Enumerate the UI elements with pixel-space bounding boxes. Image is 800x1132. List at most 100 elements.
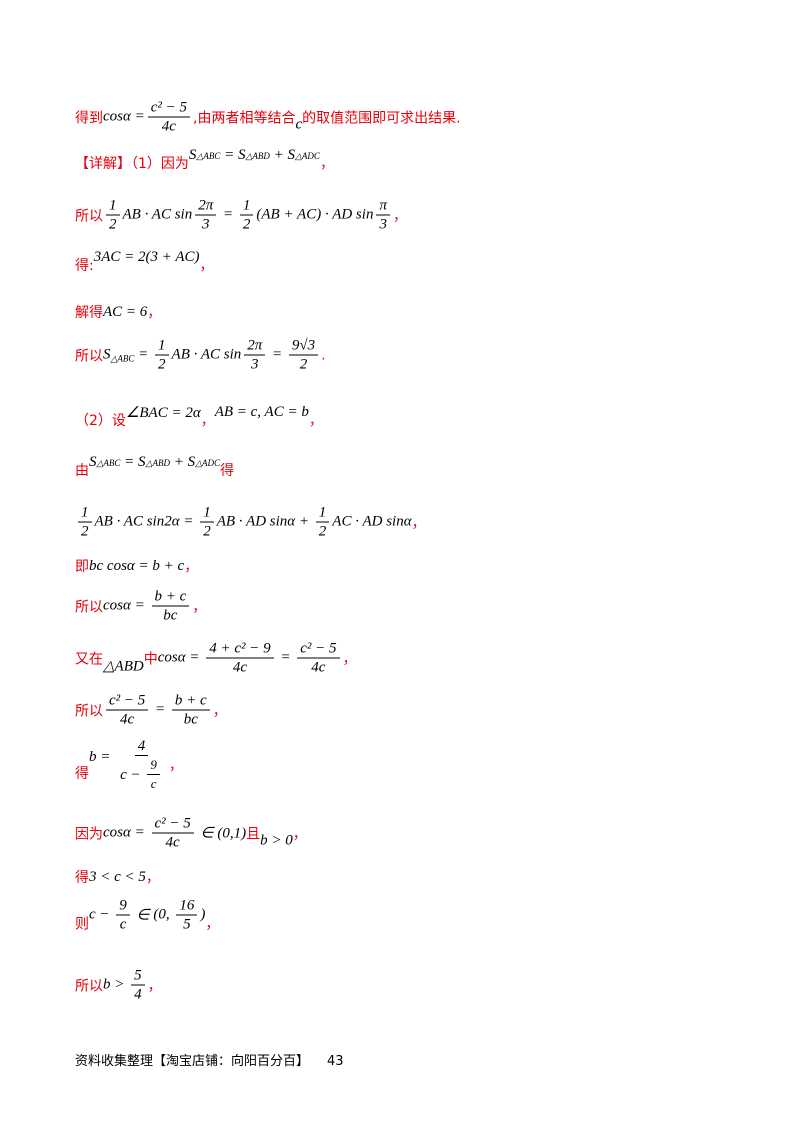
denominator: 2 xyxy=(318,523,327,540)
text-line: 因为 cosα = c² − 5 4c ∈ (0,1) 且 b > 0， xyxy=(75,815,307,852)
text: 所以 xyxy=(75,703,103,719)
text: 因为 xyxy=(75,826,103,842)
numerator: c² − 5 xyxy=(151,815,194,834)
text-line: 得到 cosα = c² − 5 4c ,由两者相等结合 c 的取值范围即可求出结果. xyxy=(75,99,461,136)
formula: cosα = xyxy=(103,597,149,614)
formula: cosα = xyxy=(103,824,149,841)
denominator: 3 xyxy=(201,216,210,233)
denominator: 3 xyxy=(379,216,387,233)
denominator: 2 xyxy=(81,523,89,540)
text: ， xyxy=(205,916,220,932)
fraction: b + c bc xyxy=(171,692,210,729)
formula: = xyxy=(134,346,153,363)
denominator: 4 xyxy=(134,986,142,1003)
numerator: 9 xyxy=(147,756,160,775)
denominator: 2 xyxy=(203,523,211,540)
text-line: （2）设 ∠BAC = 2α， AB = c, AC = b， xyxy=(75,404,323,430)
subscript: △ABD xyxy=(245,150,270,161)
text-line: 所以 c² − 5 4c = b + c bc， xyxy=(75,692,227,729)
formula: = S xyxy=(120,453,146,470)
numerator: 9 xyxy=(116,897,130,916)
text-line: 由 S △ABC = S △ABD + S △ADC 得 xyxy=(75,454,235,480)
numerator: π xyxy=(376,197,390,216)
text: ， xyxy=(308,413,323,429)
formula: (AB + AC) · AD sin xyxy=(256,206,374,223)
denominator: 4c xyxy=(165,834,180,851)
denominator: c xyxy=(119,916,127,933)
text-line: 又在 △ABD 中 cosα = 4 + c² − 9 4c = c² − 5 4c， xyxy=(75,640,357,677)
numerator: 1 xyxy=(239,197,254,216)
formula: △ABD xyxy=(103,658,144,675)
denominator: c xyxy=(150,776,157,791)
text: 所以 xyxy=(75,599,103,615)
formula: AC = 6 xyxy=(103,303,148,320)
text: ， xyxy=(212,703,227,719)
text: 则 xyxy=(75,916,89,932)
text: ， xyxy=(319,156,334,172)
formula: ∠BAC = 2α xyxy=(125,404,201,421)
text: 得 xyxy=(220,463,235,479)
text: ， xyxy=(342,651,357,667)
denominator: 2 xyxy=(109,216,117,233)
formula: AB · AD sinα + xyxy=(216,513,313,530)
fraction: 2π 3 xyxy=(195,197,217,234)
formula: ) xyxy=(200,906,206,923)
formula: AB · AC sin xyxy=(122,206,193,223)
subscript: △ABD xyxy=(145,457,170,468)
denominator: 2 xyxy=(299,356,308,373)
text: （2）设 xyxy=(75,413,126,429)
formula: = xyxy=(219,206,237,223)
fraction: 2π 3 xyxy=(244,337,266,374)
numerator: 9√3 xyxy=(288,337,319,356)
text-line: 【详解】（1）因为 S △ABC = S △ABD + S △ADC， xyxy=(75,147,334,173)
formula: 3 < c < 5 xyxy=(89,868,146,885)
formula: + S xyxy=(169,453,196,470)
denominator: 2 xyxy=(242,216,251,233)
text: ， xyxy=(168,758,183,774)
subscript: △ABC xyxy=(96,457,121,468)
text-line: 所以 1 2 AB · AC sin 2π 3 = 1 2 (AB + AC) · AD si… xyxy=(75,197,407,234)
text-line: 所以 S △ABC = 1 2 AB · AC sin 2π 3 = 9√3 2. xyxy=(75,337,326,374)
subscript: △ABC xyxy=(196,150,221,161)
formula: AB = c, AC = b xyxy=(214,403,309,420)
numerator: 1 xyxy=(200,504,214,523)
text: 解得 xyxy=(75,305,103,321)
text: 得 xyxy=(75,870,89,886)
text: ， xyxy=(392,208,407,224)
text: ， xyxy=(199,258,214,274)
formula: c − xyxy=(89,906,114,923)
text: 得: xyxy=(75,258,94,274)
numerator: 1 xyxy=(106,197,120,216)
numerator: c² − 5 xyxy=(297,640,340,659)
fraction: 4 + c² − 9 4c xyxy=(206,640,274,677)
numerator: 16 xyxy=(176,897,198,916)
group: c − xyxy=(120,766,145,783)
text: ， xyxy=(145,870,160,886)
denominator: bc xyxy=(163,607,178,624)
text-line: 即 bc cosα = b + c， xyxy=(75,556,198,576)
numerator: 5 xyxy=(131,967,145,986)
numerator: 1 xyxy=(155,337,169,356)
text: ， xyxy=(411,515,426,531)
formula: (0, xyxy=(153,906,174,923)
text-line: 1 2 AB · AC sin2α = 1 2 AB · AD sinα + 1 2 AC … xyxy=(75,504,426,541)
numerator: 2π xyxy=(244,337,266,356)
formula: S xyxy=(103,346,111,363)
formula: = xyxy=(268,346,286,363)
formula: 3AC = 2(3 + AC) xyxy=(93,248,200,265)
formula: = xyxy=(276,649,295,666)
fraction: c² − 5 4c xyxy=(297,640,340,677)
subscript: △ABC xyxy=(110,353,135,364)
text: 所以 xyxy=(75,208,103,224)
